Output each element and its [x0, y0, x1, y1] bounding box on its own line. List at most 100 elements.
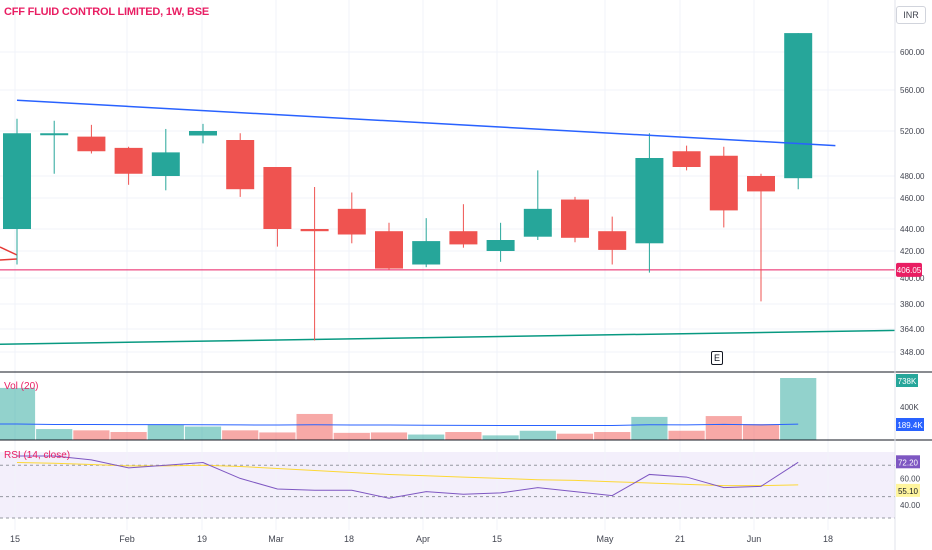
volume-bar	[519, 430, 556, 440]
volume-ma-label: 189.4K	[897, 421, 923, 430]
volume-bar	[147, 424, 184, 440]
candle	[337, 192, 366, 244]
candle-body	[523, 208, 552, 237]
volume-bar	[296, 413, 333, 440]
x-tick-label: 18	[823, 534, 833, 544]
current-price-badge	[896, 262, 922, 277]
volume-bar	[110, 432, 147, 440]
candle-body	[561, 199, 589, 238]
candle-body	[40, 133, 69, 136]
candle	[672, 145, 701, 171]
volume-bar	[668, 430, 705, 440]
price-axis-label: 460.00	[900, 194, 925, 203]
candle-body	[486, 240, 515, 251]
candle-body	[598, 231, 627, 250]
candle	[114, 146, 143, 185]
rsi-pane	[0, 455, 895, 519]
x-tick-label: May	[596, 534, 614, 544]
price-axis-label: 600.00	[900, 48, 925, 57]
candle	[709, 146, 738, 228]
volume-bar	[482, 435, 519, 440]
volume-bar	[333, 432, 370, 440]
price-axis-label: 560.00	[900, 86, 925, 95]
candle	[486, 222, 515, 262]
currency-button[interactable]: INR	[896, 6, 926, 24]
candle-body	[300, 229, 329, 232]
volume-ma-badge	[896, 418, 924, 431]
earnings-marker[interactable]: E	[711, 351, 723, 365]
candle-body	[375, 231, 403, 269]
rsi-ma-label: 55.10	[898, 487, 919, 496]
volume-bar	[222, 430, 259, 440]
candle	[412, 218, 441, 268]
candle-body	[672, 151, 701, 167]
candle-body	[709, 155, 738, 211]
candle	[598, 216, 627, 265]
support-trendline	[0, 329, 896, 345]
price-axis-label: 520.00	[900, 127, 925, 136]
rsi-axis-label: 60.00	[900, 474, 921, 483]
volume-bar	[408, 434, 445, 440]
candle-body	[226, 140, 255, 190]
volume-bar	[705, 416, 742, 440]
volume-bar	[556, 433, 594, 440]
volume-bar	[780, 378, 817, 440]
volume-bar	[0, 387, 36, 440]
x-tick-label: 21	[675, 534, 685, 544]
candle-body	[77, 136, 106, 152]
volume-bar	[370, 432, 408, 440]
candle	[561, 196, 589, 243]
x-tick-label: Mar	[268, 534, 284, 544]
candle	[189, 123, 217, 144]
volume-bar	[445, 432, 482, 440]
price-axis-label: 364.00	[900, 325, 925, 334]
candle-body	[784, 33, 813, 179]
volume-bar	[594, 432, 631, 440]
candle	[3, 118, 31, 265]
candle-body	[412, 241, 441, 265]
x-tick-label: 15	[492, 534, 502, 544]
rsi-pane-background	[0, 452, 895, 518]
x-tick-label: Apr	[416, 534, 430, 544]
volume-ma-line	[0, 423, 799, 427]
candle	[77, 124, 106, 154]
axes: 15 Feb 19 Mar 18 Apr 15 May 21 Jun 18 600.00 560.00 5…	[10, 48, 925, 544]
candle-body	[3, 133, 31, 229]
candle-body	[114, 147, 143, 174]
volume-indicator-label[interactable]: Vol (20)	[4, 381, 39, 392]
left-edge-line	[0, 246, 18, 256]
rsi-ma-line	[16, 462, 799, 487]
volume-pane	[0, 378, 817, 440]
candle	[449, 204, 478, 248]
volume-bar	[184, 426, 222, 440]
rsi-indicator-label[interactable]: RSI (14, close)	[4, 450, 71, 461]
candle	[784, 33, 813, 190]
x-tick-label: 18	[344, 534, 354, 544]
price-axis-label: 400.00	[900, 274, 925, 283]
volume-bar	[73, 430, 110, 440]
x-tick-label: Jun	[747, 534, 762, 544]
rsi-line	[17, 455, 799, 499]
rsi-axis-label: 72.20	[898, 458, 919, 467]
candle	[263, 167, 292, 247]
left-edge-line	[0, 258, 18, 261]
price-axis-label: 420.00	[900, 247, 925, 256]
current-price-label: 406.05	[897, 266, 922, 275]
candle	[747, 173, 775, 302]
candle-body	[263, 167, 292, 229]
candle-body	[337, 208, 366, 235]
price-pane[interactable]	[0, 33, 896, 345]
price-axis-label: 380.00	[900, 300, 925, 309]
candle-body	[449, 231, 478, 245]
x-tick-label: 19	[197, 534, 207, 544]
volume-bar	[631, 416, 668, 440]
resistance-trendline	[16, 99, 836, 147]
x-tick-label: 15	[10, 534, 20, 544]
volume-badge	[896, 374, 918, 387]
rsi-axis-label: 40.00	[900, 501, 921, 510]
volume-bar	[36, 429, 73, 440]
volume-axis-label: 738K	[898, 377, 917, 386]
price-axis-label: 440.00	[900, 225, 925, 234]
price-axis-label: 348.00	[900, 348, 925, 357]
